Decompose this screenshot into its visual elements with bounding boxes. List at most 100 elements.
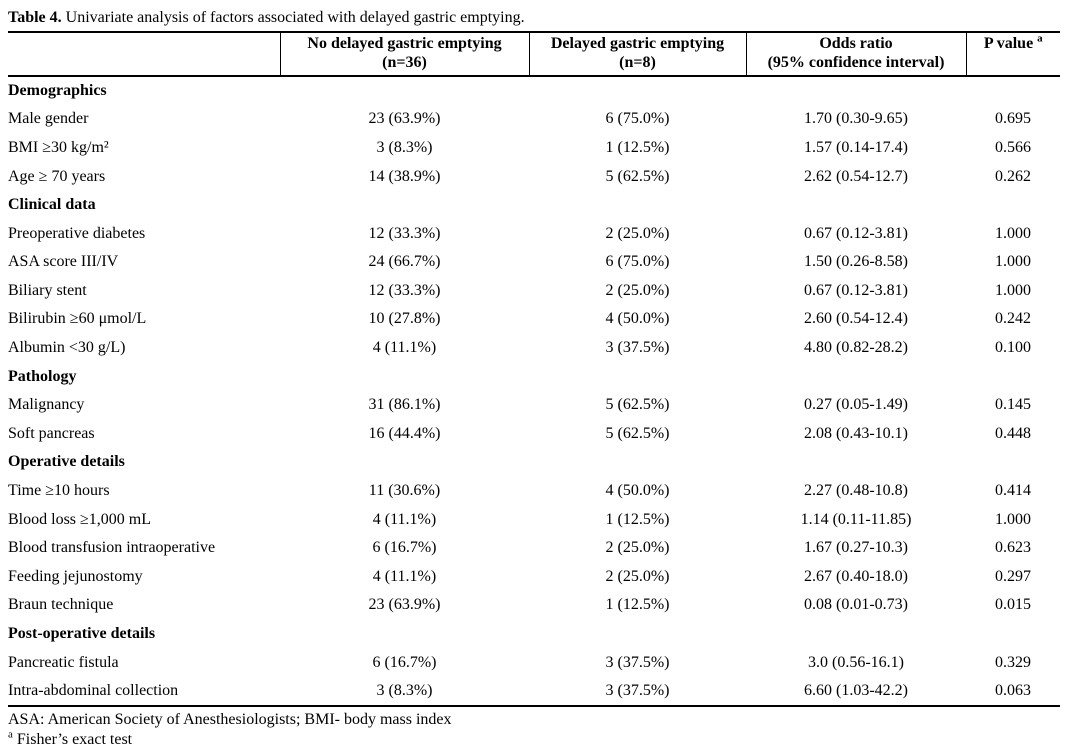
footnote-fisher: a Fisher’s exact test	[8, 729, 1068, 750]
header-dge-line1: Delayed gastric emptying	[550, 35, 725, 52]
header-no-dge-line2: (n=36)	[382, 53, 427, 71]
header-row: No delayed gastric emptying (n=36) Delay…	[8, 32, 1060, 78]
p-value-cell: 0.566	[995, 138, 1031, 156]
section-title: Demographics	[8, 82, 107, 100]
p-value-cell: 0.414	[995, 482, 1031, 500]
table-row: Biliary stent 12 (33.3%) 2 (25.0%) 0.67 (0.…	[8, 277, 1060, 306]
row-label-cell: Feeding jejunostomy	[8, 567, 143, 585]
row-label-cell: Time ≥10 hours	[8, 482, 110, 500]
table-row: Feeding jejunostomy 4 (11.1%) 2 (25.0%) 2.6…	[8, 563, 1060, 592]
odds-ratio-cell: 1.57 (0.14-17.4)	[804, 138, 908, 156]
row-label-cell: Blood loss ≥1,000 mL	[8, 510, 152, 528]
p-value-cell: 1.000	[995, 510, 1031, 528]
header-dge: Delayed gastric emptying (n=8)	[528, 32, 746, 78]
row-label-cell: Albumin <30 g/L)	[8, 339, 126, 357]
odds-ratio-cell: 4.80 (0.82-28.2)	[804, 339, 908, 357]
header-no-dge-line1: No delayed gastric emptying	[307, 35, 502, 52]
dge-cell: 2 (25.0%)	[605, 224, 670, 242]
row-label-cell: Preoperative diabetes	[8, 224, 146, 242]
dge-cell: 5 (62.5%)	[605, 424, 670, 442]
table-row: Albumin <30 g/L) 4 (11.1%) 3 (37.5%) 4.80 (…	[8, 334, 1060, 363]
row-label-cell: Male gender	[8, 110, 89, 128]
p-value-cell: 0.297	[995, 567, 1031, 585]
odds-ratio-cell: 1.50 (0.26-8.58)	[804, 253, 908, 271]
dge-cell: 1 (12.5%)	[605, 138, 670, 156]
no-dge-cell: 3 (8.3%)	[376, 681, 433, 699]
table-row: Braun technique 23 (63.9%) 1 (12.5%) 0.08 (…	[8, 591, 1060, 620]
section-title: Pathology	[8, 367, 77, 385]
no-dge-cell: 4 (11.1%)	[372, 567, 437, 585]
dge-cell: 4 (50.0%)	[605, 310, 670, 328]
odds-ratio-cell: 3.0 (0.56-16.1)	[808, 653, 904, 671]
dge-cell: 1 (12.5%)	[605, 596, 670, 614]
table-row: Blood transfusion intraoperative 6 (16.7%…	[8, 534, 1060, 563]
odds-ratio-cell: 0.67 (0.12-3.81)	[804, 281, 908, 299]
no-dge-cell: 12 (33.3%)	[368, 224, 441, 242]
row-label-cell: Biliary stent	[8, 281, 87, 299]
table-row: ASA score III/IV 24 (66.7%) 6 (75.0%) 1.50 …	[8, 248, 1060, 277]
no-dge-cell: 11 (30.6%)	[368, 482, 441, 500]
no-dge-cell: 14 (38.9%)	[368, 167, 441, 185]
table-row: Malignancy 31 (86.1%) 5 (62.5%) 0.27 (0.05-…	[8, 391, 1060, 420]
row-label-cell: Age ≥ 70 years	[8, 167, 106, 185]
header-row-label	[8, 32, 280, 78]
dge-cell: 3 (37.5%)	[605, 653, 670, 671]
row-label-cell: Bilirubin ≥60 μmol/L	[8, 310, 147, 328]
table-caption-number: Table 4.	[8, 9, 62, 26]
table-row: Bilirubin ≥60 μmol/L 10 (27.8%) 4 (50.0%) 2…	[8, 305, 1060, 334]
odds-ratio-cell: 2.27 (0.48-10.8)	[804, 482, 908, 500]
section-title: Clinical data	[8, 196, 96, 214]
odds-ratio-cell: 0.08 (0.01-0.73)	[804, 596, 908, 614]
dge-cell: 4 (50.0%)	[605, 482, 670, 500]
header-no-dge: No delayed gastric emptying (n=36)	[279, 32, 529, 78]
p-value-cell: 0.329	[995, 653, 1031, 671]
row-label-cell: Blood transfusion intraoperative	[8, 539, 216, 557]
header-odds-ratio-line1: Odds ratio	[819, 35, 893, 52]
table-row: Age ≥ 70 years 14 (38.9%) 5 (62.5%) 2.62 (0…	[8, 162, 1060, 191]
dge-cell: 6 (75.0%)	[605, 110, 670, 128]
no-dge-cell: 10 (27.8%)	[368, 310, 441, 328]
table-row: Soft pancreas 16 (44.4%) 5 (62.5%) 2.08 (0.…	[8, 420, 1060, 449]
table-row: Intra-abdominal collection 3 (8.3%) 3 (37.…	[8, 677, 1060, 706]
no-dge-cell: 23 (63.9%)	[368, 110, 441, 128]
odds-ratio-cell: 2.62 (0.54-12.7)	[804, 167, 908, 185]
row-label-cell: Braun technique	[8, 596, 114, 614]
dge-cell: 5 (62.5%)	[605, 396, 670, 414]
table-row: Male gender 23 (63.9%) 6 (75.0%) 1.70 (0.30…	[8, 105, 1060, 134]
odds-ratio-cell: 1.70 (0.30-9.65)	[804, 110, 908, 128]
table-footnotes: ASA: American Society of Anesthesiologis…	[8, 707, 1068, 751]
header-p-value: P value a	[965, 32, 1060, 78]
row-label-cell: ASA score III/IV	[8, 253, 119, 271]
no-dge-cell: 4 (11.1%)	[372, 339, 437, 357]
p-value-cell: 1.000	[995, 253, 1031, 271]
section-title: Operative details	[8, 453, 125, 471]
section-header-row: Demographics	[8, 76, 1060, 105]
odds-ratio-cell: 2.60 (0.54-12.4)	[804, 310, 908, 328]
no-dge-cell: 31 (86.1%)	[368, 396, 441, 414]
table-row: Pancreatic fistula 6 (16.7%) 3 (37.5%) 3.0 …	[8, 648, 1060, 677]
odds-ratio-cell: 6.60 (1.03-42.2)	[804, 681, 908, 699]
row-label-cell: Pancreatic fistula	[8, 653, 119, 671]
header-odds-ratio: Odds ratio (95% confidence interval)	[745, 32, 966, 78]
p-value-cell: 0.015	[995, 596, 1031, 614]
odds-ratio-cell: 0.67 (0.12-3.81)	[804, 224, 908, 242]
no-dge-cell: 23 (63.9%)	[368, 596, 441, 614]
table-caption-text: Univariate analysis of factors associate…	[61, 9, 525, 26]
section-header-row: Pathology	[8, 362, 1060, 391]
p-value-cell: 0.145	[995, 396, 1031, 414]
p-value-cell: 0.448	[995, 424, 1031, 442]
no-dge-cell: 3 (8.3%)	[376, 138, 433, 156]
p-value-cell: 0.100	[995, 339, 1031, 357]
footnote-fisher-text: Fisher’s exact test	[16, 730, 133, 748]
row-label-cell: Intra-abdominal collection	[8, 681, 179, 699]
section-title: Post-operative details	[8, 625, 156, 643]
table-caption: Table 4. Univariate analysis of factors …	[0, 0, 1068, 31]
header-dge-line2: (n=8)	[619, 53, 656, 71]
dge-cell: 2 (25.0%)	[605, 539, 670, 557]
section-header-row: Operative details	[8, 448, 1060, 477]
no-dge-cell: 12 (33.3%)	[368, 281, 441, 299]
dge-cell: 2 (25.0%)	[605, 281, 670, 299]
dge-cell: 1 (12.5%)	[605, 510, 670, 528]
no-dge-cell: 24 (66.7%)	[368, 253, 441, 271]
